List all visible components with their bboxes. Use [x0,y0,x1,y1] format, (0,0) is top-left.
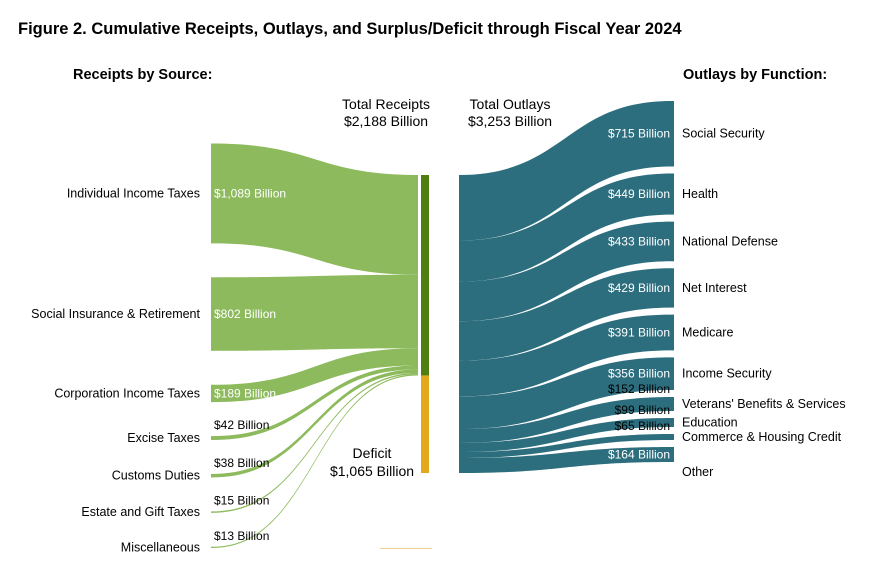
receipt-value-corporation-income-taxes: $189 Billion [214,386,276,400]
outlay-node-net-interest [672,268,674,308]
receipt-flow-individual-income-taxes [212,143,418,275]
outlay-flow-medicare [459,314,672,397]
total-receipts-value: $2,188 Billion [344,113,428,129]
receipt-value-miscellaneous: $13 Billion [214,529,269,543]
deficit-baseline [380,548,432,549]
outlay-name-commerce-housing-credit: Commerce & Housing Credit [682,430,842,444]
outlay-value-medicare: $391 Billion [608,326,670,340]
receipt-value-excise-taxes: $42 Billion [214,418,269,432]
outlay-name-other: Other [682,465,713,479]
receipt-flow-social-insurance-retirement [212,274,418,351]
receipt-flow-excise-taxes [212,365,418,440]
outlay-value-income-security: $356 Billion [608,367,670,381]
outlay-flow-income-security [459,357,672,430]
outlay-name-income-security: Income Security [682,367,772,381]
outlay-value-national-defense: $433 Billion [608,234,670,248]
receipt-node-excise-taxes [211,436,213,440]
receipt-node-customs-duties [211,473,213,478]
outlay-name-social-security: Social Security [682,127,765,141]
chart-title: Figure 2. Cumulative Receipts, Outlays, … [18,20,682,38]
bars-group [380,175,432,549]
outlay-value-veterans-benefits-services: $152 Billion [608,382,670,396]
outlay-value-social-security: $715 Billion [608,127,670,141]
receipt-name-estate-and-gift-taxes: Estate and Gift Taxes [81,505,200,519]
outlay-value-commerce-housing-credit: $65 Billion [615,419,670,433]
outlay-node-income-security [672,357,674,391]
outlay-flow-veterans-benefits-services [459,397,672,443]
outlay-value-net-interest: $429 Billion [608,281,670,295]
receipt-name-individual-income-taxes: Individual Income Taxes [67,186,200,200]
receipt-flow-miscellaneous [212,374,418,548]
deficit-value: $1,065 Billion [330,463,414,479]
outlay-name-education: Education [682,415,738,429]
outlays-heading: Outlays by Function: [683,67,827,83]
receipt-node-miscellaneous [211,546,213,548]
outlay-flow-social-security [459,101,672,241]
flows-group [211,101,674,548]
receipt-node-social-insurance-retirement [211,277,213,351]
labels-group: Individual Income Taxes $1,089 Billion Soc… [31,127,845,555]
total-receipts-bar [421,175,429,376]
outlay-node-medicare [672,314,674,351]
deficit-bar [421,375,429,473]
outlay-node-social-security [672,101,674,167]
outlay-flow-other [459,446,672,473]
receipt-name-excise-taxes: Excise Taxes [127,431,200,445]
outlay-flow-national-defense [459,221,672,322]
outlay-flow-commerce-housing-credit [459,434,672,458]
outlay-flow-education [459,417,672,453]
outlay-flow-health [459,173,672,282]
receipt-flow-customs-duties [212,369,418,478]
outlay-node-veterans-benefits-services [672,397,674,411]
outlay-node-health [672,173,674,215]
outlay-value-other: $164 Billion [608,447,670,461]
outlay-flow-net-interest [459,268,672,361]
receipt-value-individual-income-taxes: $1,089 Billion [214,186,286,200]
receipt-name-corporation-income-taxes: Corporation Income Taxes [54,386,200,400]
receipt-value-social-insurance-retirement: $802 Billion [214,307,276,321]
receipt-node-estate-and-gift-taxes [211,511,213,513]
receipt-node-corporation-income-taxes [211,384,213,403]
receipt-name-miscellaneous: Miscellaneous [121,540,200,554]
total-outlays-value: $3,253 Billion [468,113,552,129]
outlay-node-national-defense [672,221,674,262]
outlay-name-medicare: Medicare [682,326,733,340]
receipt-name-customs-duties: Customs Duties [112,469,200,483]
total-receipts-label: Total Receipts [342,96,430,112]
deficit-label: Deficit [353,445,392,461]
outlay-node-education [672,417,674,428]
total-outlays-label: Total Outlays [470,96,551,112]
outlay-name-national-defense: National Defense [682,234,778,248]
outlay-value-education: $99 Billion [615,403,670,417]
receipt-value-customs-duties: $38 Billion [214,456,269,470]
receipt-name-social-insurance-retirement: Social Insurance & Retirement [31,307,200,321]
receipt-flow-estate-and-gift-taxes [212,372,418,513]
outlay-name-net-interest: Net Interest [682,281,747,295]
receipt-node-individual-income-taxes [211,143,213,244]
receipt-flow-corporation-income-taxes [212,348,418,403]
outlay-node-commerce-housing-credit [672,434,674,440]
outlay-value-health: $449 Billion [608,187,670,201]
receipts-heading: Receipts by Source: [73,67,212,83]
outlay-name-veterans-benefits-services: Veterans' Benefits & Services [682,397,846,411]
receipt-value-estate-and-gift-taxes: $15 Billion [214,493,269,507]
outlay-node-other [672,446,674,462]
outlay-name-health: Health [682,187,718,201]
